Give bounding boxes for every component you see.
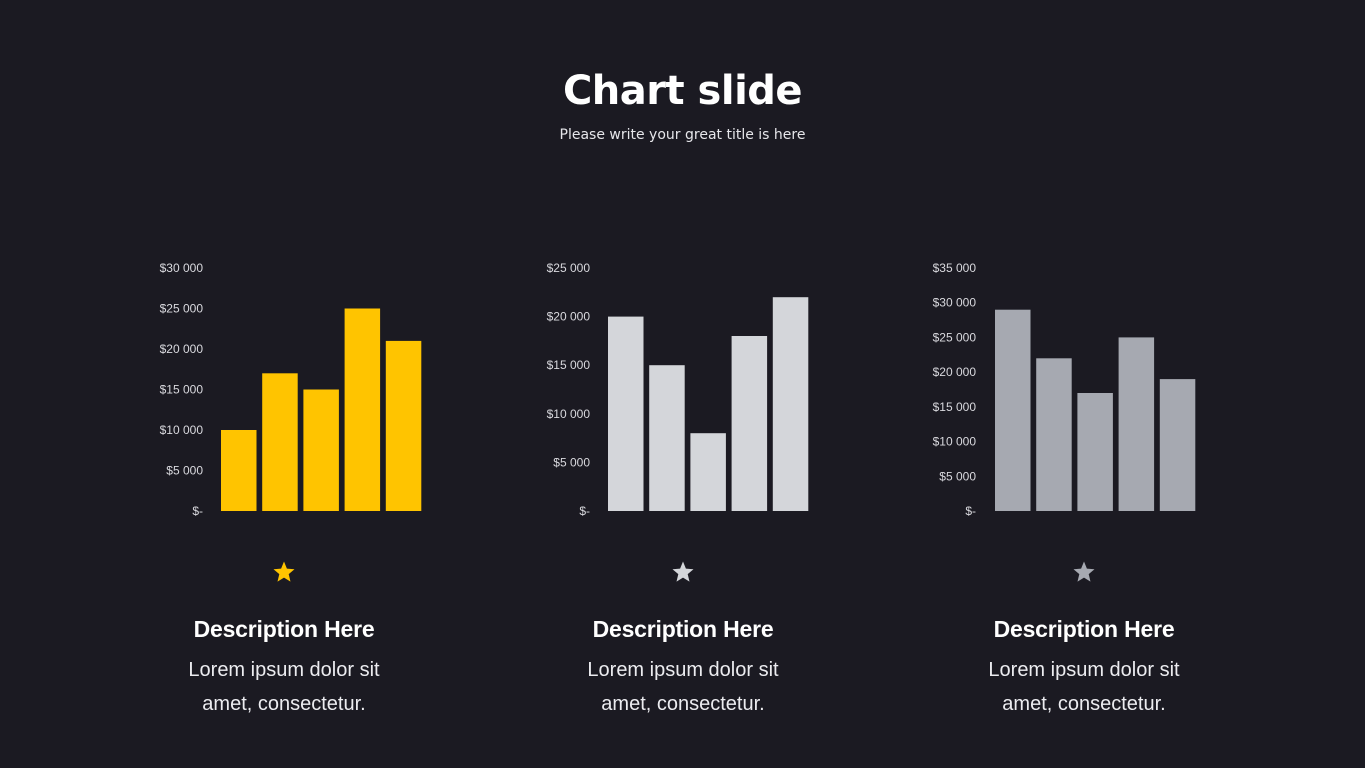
card-text-line-1: Lorem ipsum dolor sit <box>188 659 380 681</box>
y-tick-label: $15 000 <box>933 400 977 414</box>
card-title: Description Here <box>592 616 774 642</box>
card-title: Description Here <box>993 616 1175 642</box>
y-tick-label: $10 000 <box>547 407 591 421</box>
description-card-2: Description Here Lorem ipsum dolor sit a… <box>523 560 843 721</box>
bar <box>649 365 685 511</box>
bar <box>262 373 298 511</box>
description-card-1: Description Here Lorem ipsum dolor sit a… <box>124 560 444 721</box>
y-tick-label: $30 000 <box>160 261 204 275</box>
y-tick-label: $35 000 <box>933 261 977 275</box>
y-tick-label: $- <box>192 504 203 518</box>
y-tick-label: $- <box>579 504 590 518</box>
y-tick-label: $10 000 <box>933 435 977 449</box>
bar <box>1077 393 1113 511</box>
bar <box>772 297 809 511</box>
y-tick-label: $20 000 <box>160 342 204 356</box>
star-icon <box>1073 561 1095 582</box>
bar <box>221 430 257 511</box>
card-text: Lorem ipsum dolor sit amet, consectetur. <box>523 653 843 721</box>
card-text-line-1: Lorem ipsum dolor sit <box>587 659 779 681</box>
bar <box>690 433 726 511</box>
card-text-line-2: amet, consectetur. <box>601 693 765 715</box>
chart-2: $- $5 000 $10 000 $15 000 $20 000 $25 000 <box>547 261 809 518</box>
bar <box>385 340 422 511</box>
card-text: Lorem ipsum dolor sit amet, consectetur. <box>124 653 444 721</box>
star-icon <box>672 561 694 582</box>
card-text-line-1: Lorem ipsum dolor sit <box>988 659 1180 681</box>
chart-3: $- $5 000 $10 000 $15 000 $20 000 $25 000 $30 … <box>933 261 1196 518</box>
y-tick-label: $10 000 <box>160 423 204 437</box>
description-card-3: Description Here Lorem ipsum dolor sit a… <box>924 560 1244 721</box>
y-tick-label: $- <box>965 504 976 518</box>
bar <box>344 308 381 511</box>
bar <box>1159 379 1196 511</box>
bar <box>731 336 768 511</box>
y-tick-label: $5 000 <box>166 464 203 478</box>
y-tick-label: $5 000 <box>553 455 590 469</box>
y-tick-label: $25 000 <box>160 302 204 316</box>
card-text-line-2: amet, consectetur. <box>202 693 366 715</box>
y-tick-label: $5 000 <box>939 469 976 483</box>
chart-1: $- $5 000 $10 000 $15 000 $20 000 $25 000 $30 … <box>160 261 422 518</box>
bar <box>1118 337 1155 511</box>
card-title: Description Here <box>193 616 375 642</box>
bar <box>995 309 1031 511</box>
y-tick-label: $20 000 <box>933 365 977 379</box>
y-tick-label: $30 000 <box>933 296 977 310</box>
card-text-line-2: amet, consectetur. <box>1002 693 1166 715</box>
star-icon <box>273 561 295 582</box>
y-tick-label: $15 000 <box>547 358 591 372</box>
y-tick-label: $25 000 <box>933 330 977 344</box>
slide-title: Chart slide <box>562 68 803 114</box>
card-text: Lorem ipsum dolor sit amet, consectetur. <box>924 653 1244 721</box>
y-tick-label: $25 000 <box>547 261 591 275</box>
bar <box>303 389 339 511</box>
bar <box>1036 358 1072 511</box>
slide-subtitle: Please write your great title is here <box>559 127 806 143</box>
bar <box>608 316 644 511</box>
y-tick-label: $15 000 <box>160 383 204 397</box>
y-tick-label: $20 000 <box>547 310 591 324</box>
